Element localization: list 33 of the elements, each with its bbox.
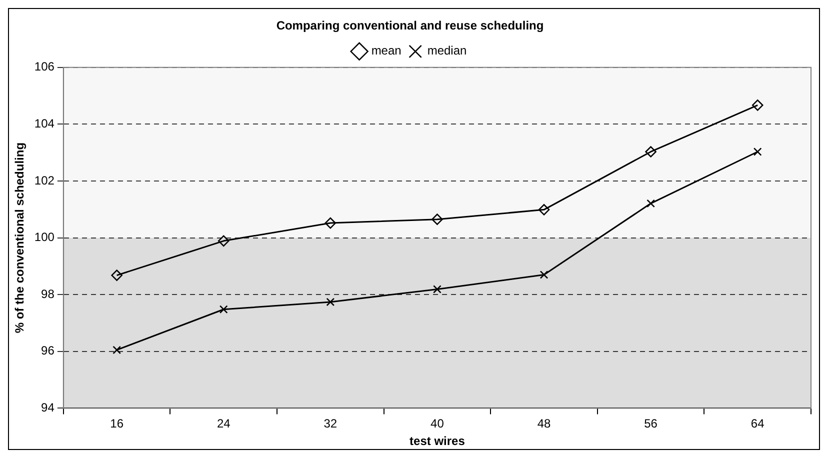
x-tick-label: 24 bbox=[216, 416, 231, 431]
point bbox=[112, 346, 122, 354]
x-tick-label: 56 bbox=[644, 416, 658, 431]
point bbox=[218, 235, 230, 247]
point bbox=[111, 270, 122, 281]
x-tick-label: 16 bbox=[110, 416, 124, 431]
point bbox=[645, 146, 656, 158]
legend-label: mean bbox=[371, 44, 402, 58]
x-tick-label: 64 bbox=[750, 416, 765, 431]
point bbox=[324, 217, 336, 229]
point bbox=[433, 285, 442, 294]
y-axis-title: % of the conventional scheduling bbox=[12, 142, 27, 334]
x-tick-label: 40 bbox=[430, 416, 444, 431]
y-tick-label: 102 bbox=[34, 173, 55, 188]
y-tick-label: 98 bbox=[41, 286, 55, 301]
chart-title: Comparing conventional and reuse scheduling bbox=[276, 18, 544, 33]
point bbox=[646, 199, 655, 208]
point bbox=[752, 100, 764, 111]
y-tick-label: 100 bbox=[34, 230, 55, 244]
y-tick-label: 104 bbox=[34, 116, 55, 131]
x-axis-title: test wires bbox=[410, 434, 466, 448]
x-tick-label: 32 bbox=[324, 416, 338, 431]
y-tick-label: 106 bbox=[34, 60, 55, 74]
point bbox=[432, 214, 443, 225]
point bbox=[540, 270, 548, 279]
point bbox=[326, 298, 335, 306]
y-tick-label: 96 bbox=[41, 344, 55, 358]
legend-label: median bbox=[427, 44, 467, 58]
point bbox=[753, 148, 762, 156]
point bbox=[219, 305, 228, 314]
y-tick-label: 94 bbox=[41, 400, 55, 415]
point bbox=[538, 204, 550, 216]
x-tick-label: 48 bbox=[537, 416, 551, 431]
